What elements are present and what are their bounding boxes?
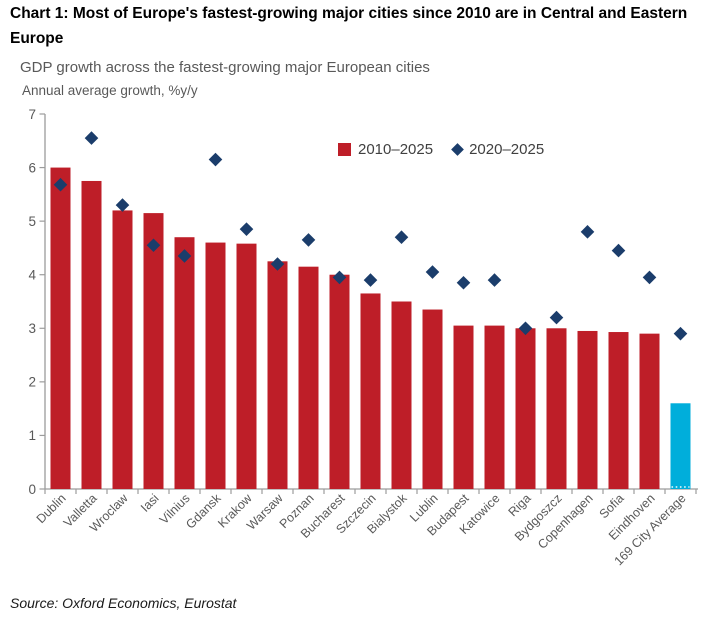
diamond-marker xyxy=(146,238,161,253)
diamond-marker xyxy=(394,230,409,245)
bar xyxy=(391,301,412,489)
x-category-label: Warsaw xyxy=(244,491,286,533)
bar xyxy=(174,237,195,489)
bar xyxy=(267,261,288,489)
diamond-marker xyxy=(363,273,378,287)
legend-item-bars: 2010–2025 xyxy=(338,141,433,158)
chart-title: Chart 1: Most of Europe's fastest-growin… xyxy=(10,5,688,47)
bar xyxy=(81,180,102,489)
diamond-marker xyxy=(580,225,595,239)
legend: 2010–2025 2020–2025 xyxy=(338,141,544,158)
bar-series-swatch-icon xyxy=(338,143,351,156)
y-tick-label: 2 xyxy=(28,375,36,390)
bar xyxy=(143,213,164,489)
bar xyxy=(298,266,319,489)
diamond-marker xyxy=(115,198,130,212)
y-tick-label: 4 xyxy=(28,268,36,283)
diamond-marker xyxy=(84,131,99,145)
bar xyxy=(484,325,505,489)
legend-label-bars: 2010–2025 xyxy=(358,141,434,158)
y-tick-label: 1 xyxy=(28,428,36,443)
y-tick-label: 3 xyxy=(28,321,36,336)
bar xyxy=(205,242,226,489)
bar xyxy=(453,325,474,489)
bar xyxy=(236,243,257,489)
source-note: Source: Oxford Economics, Eurostat xyxy=(10,595,237,611)
diamond-marker xyxy=(239,222,254,236)
y-tick-label: 7 xyxy=(28,107,36,122)
x-category-label: Gdansk xyxy=(183,491,224,532)
diamond-marker xyxy=(425,265,440,279)
bar xyxy=(515,328,536,489)
diamond-marker xyxy=(673,326,688,341)
diamond-series-swatch-icon xyxy=(451,143,464,156)
y-tick-label: 5 xyxy=(28,214,36,229)
axis-units-label: Annual average growth, %y/y xyxy=(22,83,198,98)
bar xyxy=(50,167,71,490)
bar xyxy=(670,403,691,489)
chart-subtitle: GDP growth across the fastest-growing ma… xyxy=(20,59,430,76)
y-tick-label: 0 xyxy=(28,482,36,497)
y-tick-label: 6 xyxy=(28,160,36,175)
diamond-marker xyxy=(456,275,471,290)
bar xyxy=(639,333,660,489)
diamond-marker xyxy=(518,321,533,336)
bar xyxy=(422,309,443,489)
diamond-marker xyxy=(642,270,657,285)
bar xyxy=(608,332,629,489)
bar xyxy=(546,328,567,489)
diamond-marker xyxy=(549,310,564,325)
diamond-marker xyxy=(301,233,316,247)
legend-label-diamonds: 2020–2025 xyxy=(469,141,545,158)
bar xyxy=(112,210,133,489)
diamond-marker xyxy=(332,270,347,285)
x-category-label: Riga xyxy=(506,491,534,519)
legend-item-diamonds: 2020–2025 xyxy=(451,141,545,158)
diamond-marker xyxy=(270,257,285,271)
bar xyxy=(360,293,381,489)
diamond-marker xyxy=(208,152,223,167)
diamond-marker xyxy=(487,273,502,287)
x-category-label: Iasi xyxy=(138,491,162,515)
bar xyxy=(577,330,598,489)
bar xyxy=(329,274,350,489)
diamond-marker xyxy=(177,249,192,263)
diamond-marker xyxy=(611,243,626,258)
